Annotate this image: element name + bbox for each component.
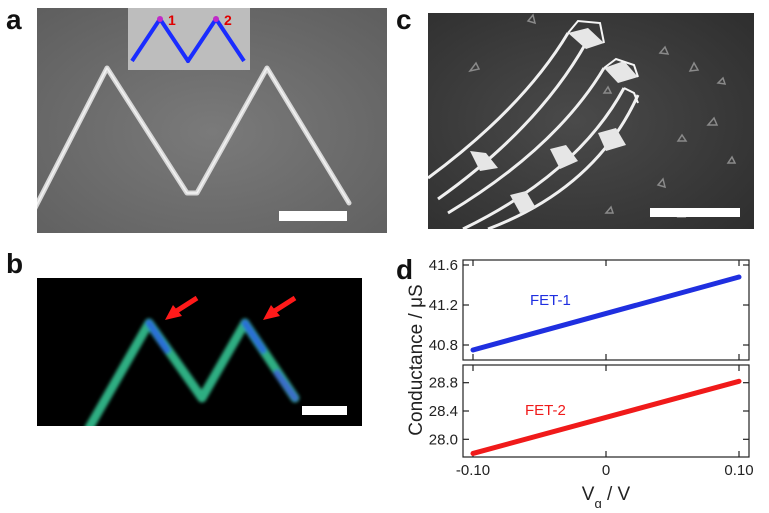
x-tick-label-2: 0.10 — [724, 462, 753, 479]
inset-label-1: 1 — [168, 12, 176, 28]
y-tick-label-0-2: 41.6 — [429, 257, 458, 274]
x-tick-label-0: -0.10 — [456, 462, 490, 479]
y-tick-label-0-0: 40.8 — [429, 337, 458, 354]
series-label-fet-1: FET-1 — [530, 292, 571, 309]
scale-bar-b — [302, 406, 347, 415]
x-tick-label-1: 0 — [602, 462, 610, 479]
y-tick-label-0-1: 41.2 — [429, 297, 458, 314]
sem-image-panel-c — [428, 13, 754, 229]
panel-letter-a: a — [6, 4, 22, 35]
panel-letter-d: d — [396, 254, 414, 285]
inset-marker-2 — [213, 16, 219, 22]
sem-image-a-svg: 1 2 — [37, 8, 387, 233]
chart-d-svg: 40.8 41.2 41.6 28.0 28.4 28.8 -0.10 0 0.10 FET… — [406, 257, 754, 511]
sem-image-panel-a: 1 2 — [37, 8, 387, 233]
scale-bar-c — [650, 208, 740, 217]
x-axis-label: Vg / V — [582, 484, 631, 508]
beam-bridges — [470, 28, 638, 213]
fluorescence-image-svg — [37, 278, 362, 426]
inset-marker-1 — [157, 16, 163, 22]
y-tick-label-1-1: 28.4 — [429, 403, 458, 420]
top-ticks: 40.8 41.2 41.6 — [429, 257, 749, 354]
arrow-icon-1 — [165, 295, 199, 320]
panel-letter-b: b — [6, 248, 24, 279]
series-line-fet-1 — [470, 274, 742, 353]
panel-letter-c: c — [396, 4, 412, 35]
series-line-fet-2 — [470, 378, 742, 456]
series-label-fet-2: FET-2 — [525, 402, 566, 419]
y-tick-label-1-2: 28.8 — [429, 375, 458, 392]
surface-particles — [468, 13, 737, 218]
sem-image-c-svg — [428, 13, 754, 229]
chart-top-frame — [462, 259, 750, 361]
scale-bar-a — [279, 211, 347, 221]
y-axis-label: Conductance / μS — [406, 284, 427, 435]
x-ticks: -0.10 0 0.10 — [456, 260, 754, 479]
arrow-icon-2 — [263, 295, 297, 320]
y-tick-label-1-0: 28.0 — [429, 431, 458, 448]
inset-label-2: 2 — [224, 12, 232, 28]
fluorescence-image-panel-b — [37, 278, 362, 426]
bottom-ticks: 28.0 28.4 28.8 — [429, 375, 749, 448]
inset-schematic: 1 2 — [128, 8, 250, 70]
panel-d-chart: 40.8 41.2 41.6 28.0 28.4 28.8 -0.10 0 0.10 FET… — [400, 250, 769, 511]
